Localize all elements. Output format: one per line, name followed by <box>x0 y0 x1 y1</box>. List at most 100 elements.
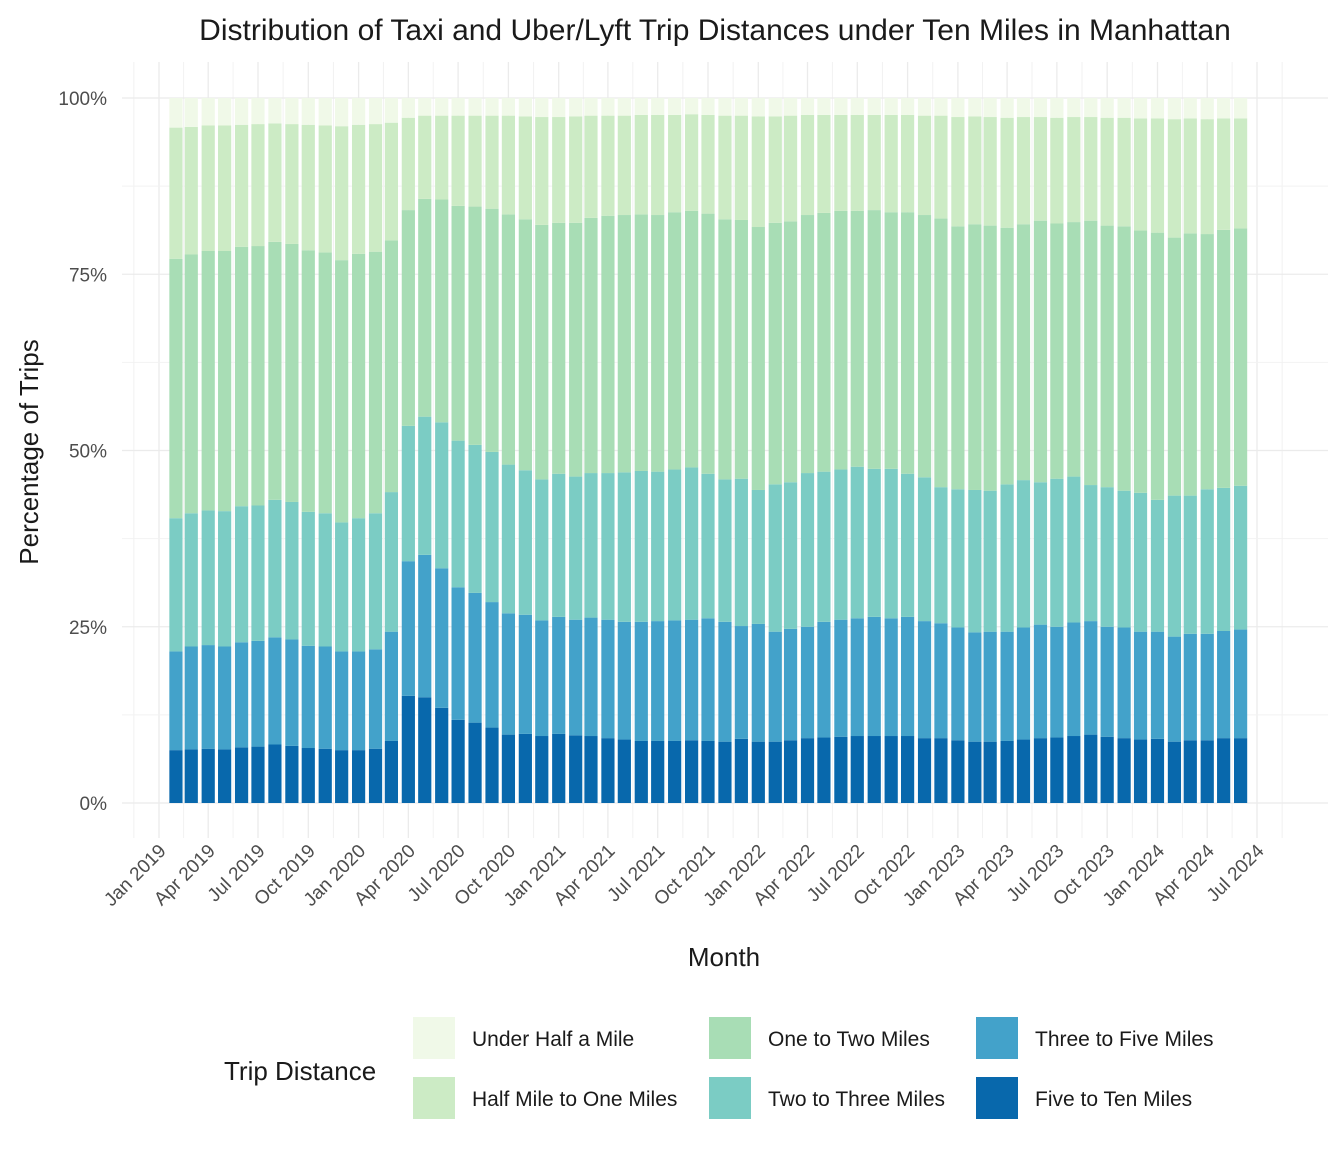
legend-key <box>709 1017 751 1059</box>
bar-segment <box>718 98 732 116</box>
bar-segment <box>1000 98 1014 118</box>
bar-segment <box>800 98 815 115</box>
bar-segment <box>201 510 215 646</box>
bar-segment <box>1117 226 1131 491</box>
bar-segment <box>983 631 997 742</box>
bar-segment <box>1067 622 1081 737</box>
bar-segment <box>1183 98 1197 119</box>
bar-segment <box>1217 98 1231 119</box>
bar-segment <box>817 471 831 622</box>
bar-segment <box>234 124 249 247</box>
bar-segment <box>668 212 682 470</box>
bar-segment <box>384 122 398 241</box>
bar-segment <box>335 98 349 127</box>
bar-segment <box>301 511 315 646</box>
bar-segment <box>351 98 366 125</box>
bar-segment <box>983 117 997 226</box>
bar-segment <box>1033 624 1048 739</box>
bar-segment <box>951 226 965 490</box>
bar-segment <box>1133 492 1148 632</box>
bar-segment <box>485 208 499 452</box>
bar-segment <box>201 748 215 803</box>
bar-segment <box>451 115 465 206</box>
bar-segment <box>384 98 398 123</box>
bar-segment <box>518 219 532 471</box>
bar-segment <box>900 473 915 617</box>
bar-segment <box>351 124 366 254</box>
bar-segment <box>751 623 765 742</box>
bar-segment <box>384 740 398 803</box>
bar-segment <box>834 736 848 803</box>
bar-segment <box>651 740 665 803</box>
bar-segment <box>552 733 566 803</box>
bar-segment <box>184 98 198 127</box>
bar-segment <box>418 416 432 555</box>
bar-segment <box>1084 621 1098 735</box>
chart-title: Distribution of Taxi and Uber/Lyft Trip … <box>199 14 1231 47</box>
bar-segment <box>201 98 215 126</box>
bar-segment <box>1100 225 1114 488</box>
bar-segment <box>1117 738 1131 803</box>
legend-label: Two to Three Miles <box>768 1088 945 1111</box>
bar-segment <box>1100 117 1114 226</box>
bar-segment <box>701 740 715 803</box>
bar-segment <box>301 124 315 251</box>
bar-segment <box>783 98 798 116</box>
bar-segment <box>1133 739 1148 803</box>
bar-segment <box>351 750 366 804</box>
bar-segment <box>983 490 997 632</box>
bar-segment <box>768 222 782 485</box>
bar-segment <box>900 212 915 474</box>
bar-segment <box>501 98 516 116</box>
bar-segment <box>634 470 648 622</box>
bar-segment <box>285 98 299 125</box>
bar-segment <box>1167 237 1182 496</box>
bar-segment <box>418 697 432 803</box>
bar-segment <box>435 422 449 569</box>
bar-segment <box>1067 98 1081 118</box>
bar-segment <box>485 98 499 116</box>
bar-segment <box>552 616 566 734</box>
bar-segment <box>468 98 482 116</box>
bar-segment <box>668 114 682 213</box>
bar-segment <box>1167 495 1182 637</box>
bar-segment <box>335 126 349 261</box>
bar-segment <box>468 115 482 207</box>
bar-segment <box>218 646 232 750</box>
bar-segment <box>1067 476 1081 623</box>
bar-segment <box>285 639 299 746</box>
bar-segment <box>368 748 383 803</box>
legend-key <box>413 1077 455 1119</box>
bar-segment <box>234 747 249 803</box>
bar-segment <box>285 501 299 640</box>
bar-segment <box>834 619 848 737</box>
bar-segment <box>584 617 598 737</box>
bar-segment <box>734 478 748 627</box>
bar-segment <box>983 741 997 803</box>
bar-segment <box>834 98 848 115</box>
bar-segment <box>1150 499 1165 632</box>
bar-segment <box>218 749 232 803</box>
bar-segment <box>518 470 532 615</box>
bar-segment <box>1117 98 1131 118</box>
bar-segment <box>435 199 449 423</box>
bar-segment <box>734 626 748 739</box>
bar-segment <box>834 114 848 211</box>
bar-segment <box>867 98 881 115</box>
bar-segment <box>783 740 798 803</box>
bar-segment <box>584 736 598 803</box>
bar-segment <box>535 736 549 803</box>
bar-segment <box>1200 119 1214 235</box>
bar-segment <box>617 98 631 116</box>
bar-segment <box>817 114 831 213</box>
bar-segment <box>485 727 499 803</box>
bar-segment <box>169 518 183 652</box>
bar-segment <box>518 98 532 117</box>
bar-segment <box>734 115 748 220</box>
bar-segment <box>251 98 265 125</box>
bar-segment <box>218 98 232 126</box>
bar-segment <box>718 741 732 803</box>
bar-segment <box>418 198 432 417</box>
bar-segment <box>951 740 965 803</box>
bar-segment <box>718 115 732 220</box>
